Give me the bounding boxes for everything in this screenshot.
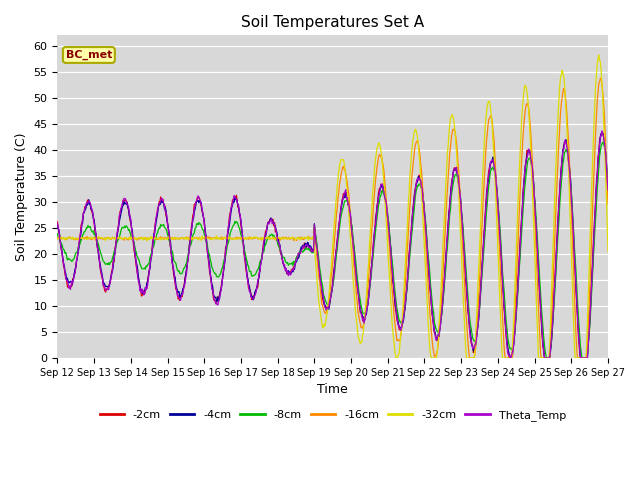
- -16cm: [432, 353, 440, 359]
- Theta_Temp: [554, 212, 562, 218]
- X-axis label: Time: Time: [317, 383, 348, 396]
- -32cm: [595, 52, 603, 58]
- -2cm: [506, 355, 513, 361]
- Line: Theta_Temp: Theta_Temp: [58, 131, 608, 358]
- -4cm: [378, 183, 385, 189]
- -8cm: [543, 355, 550, 361]
- -32cm: [554, 108, 562, 113]
- -8cm: [604, 183, 612, 189]
- -16cm: [596, 75, 604, 81]
- -4cm: [507, 355, 515, 361]
- Theta_Temp: [432, 337, 440, 343]
- -16cm: [324, 304, 332, 310]
- Line: -32cm: -32cm: [58, 55, 608, 358]
- -2cm: [54, 219, 61, 225]
- -2cm: [198, 208, 206, 214]
- Line: -4cm: -4cm: [58, 133, 608, 358]
- -32cm: [604, 249, 612, 254]
- -2cm: [554, 211, 562, 216]
- -32cm: [174, 236, 182, 241]
- -32cm: [54, 236, 61, 241]
- Theta_Temp: [604, 187, 612, 193]
- -8cm: [54, 231, 61, 237]
- -16cm: [378, 155, 385, 160]
- -2cm: [174, 296, 182, 302]
- Line: -2cm: -2cm: [58, 133, 608, 358]
- -16cm: [174, 236, 182, 241]
- -16cm: [198, 236, 206, 242]
- -4cm: [432, 336, 440, 341]
- -2cm: [378, 182, 385, 188]
- -4cm: [604, 184, 612, 190]
- -2cm: [604, 191, 612, 197]
- Theta_Temp: [198, 205, 206, 211]
- -32cm: [324, 301, 332, 307]
- -2cm: [432, 334, 440, 340]
- -2cm: [599, 130, 607, 136]
- -4cm: [174, 289, 182, 295]
- -8cm: [174, 268, 182, 274]
- Theta_Temp: [378, 181, 385, 187]
- Theta_Temp: [598, 128, 605, 134]
- -32cm: [433, 354, 440, 360]
- -4cm: [54, 222, 61, 228]
- -4cm: [324, 306, 332, 312]
- -32cm: [378, 152, 385, 158]
- -2cm: [324, 305, 332, 311]
- -16cm: [554, 150, 562, 156]
- -8cm: [198, 225, 206, 231]
- Y-axis label: Soil Temperature (C): Soil Temperature (C): [15, 132, 28, 261]
- -4cm: [198, 207, 206, 213]
- Legend: -2cm, -4cm, -8cm, -16cm, -32cm, Theta_Temp: -2cm, -4cm, -8cm, -16cm, -32cm, Theta_Te…: [95, 406, 570, 425]
- -8cm: [554, 228, 562, 234]
- Theta_Temp: [54, 220, 61, 226]
- -8cm: [432, 326, 440, 332]
- Line: -16cm: -16cm: [58, 78, 608, 358]
- -32cm: [392, 355, 400, 361]
- -4cm: [599, 130, 607, 136]
- -8cm: [378, 188, 385, 194]
- Theta_Temp: [174, 293, 182, 299]
- -4cm: [554, 217, 562, 223]
- -16cm: [54, 236, 61, 241]
- -8cm: [324, 301, 332, 307]
- -16cm: [604, 201, 612, 207]
- Line: -8cm: -8cm: [58, 142, 608, 358]
- Theta_Temp: [506, 355, 514, 361]
- Theta_Temp: [324, 305, 332, 311]
- -16cm: [466, 355, 474, 361]
- Title: Soil Temperatures Set A: Soil Temperatures Set A: [241, 15, 424, 30]
- -8cm: [599, 139, 607, 145]
- -32cm: [198, 233, 206, 239]
- Text: BC_met: BC_met: [66, 50, 112, 60]
